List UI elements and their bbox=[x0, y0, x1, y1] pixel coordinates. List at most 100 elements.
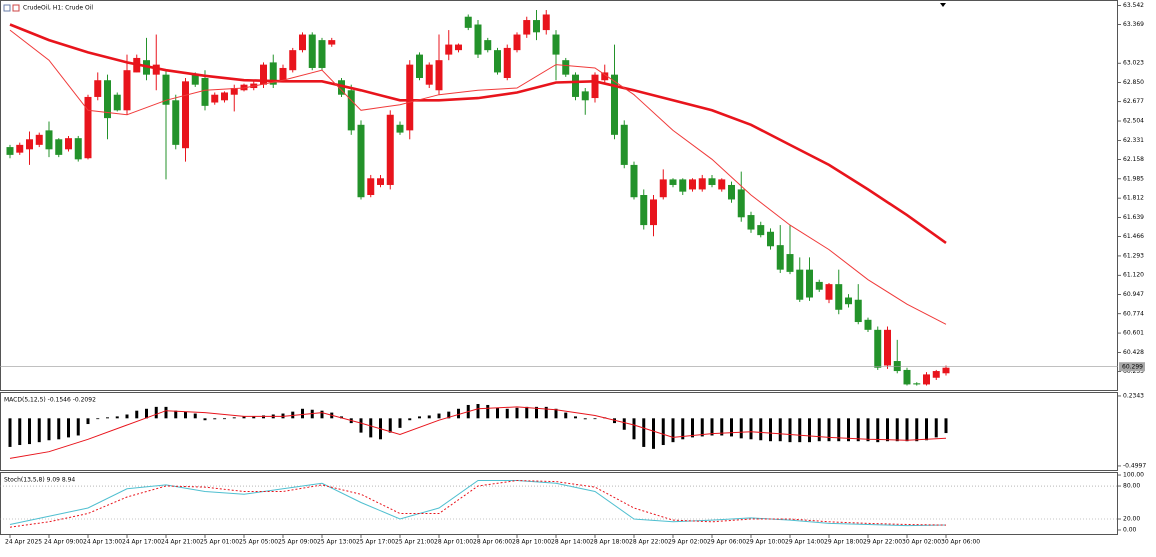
macd-bar bbox=[252, 416, 256, 419]
candle-body bbox=[650, 199, 657, 226]
candle-body bbox=[26, 139, 33, 150]
candle-body bbox=[299, 34, 306, 51]
y-tick-label: 62.504 bbox=[1123, 118, 1144, 125]
macd-bar bbox=[564, 412, 568, 419]
macd-bar bbox=[788, 418, 792, 443]
candle-body bbox=[747, 215, 755, 230]
candle-body bbox=[474, 24, 482, 55]
candle-body bbox=[367, 178, 375, 195]
candle-body bbox=[728, 184, 735, 200]
candle-body bbox=[669, 179, 677, 185]
indicator-line bbox=[9, 480, 947, 527]
shift-marker bbox=[940, 3, 946, 7]
macd-bar bbox=[135, 410, 139, 419]
candle-body bbox=[94, 80, 102, 97]
main-pane-frame bbox=[0, 0, 1118, 391]
candle-body bbox=[396, 124, 404, 133]
candle-body bbox=[152, 64, 160, 75]
macd-bar bbox=[106, 417, 109, 419]
macd-bar bbox=[749, 418, 753, 440]
macd-bar bbox=[96, 418, 100, 420]
candle-body bbox=[601, 72, 609, 81]
macd-bar bbox=[593, 418, 597, 420]
macd-bar bbox=[866, 418, 870, 442]
candle-body bbox=[240, 84, 248, 91]
candle-body bbox=[162, 74, 170, 105]
candle-body bbox=[825, 284, 833, 300]
candle-body bbox=[835, 284, 843, 310]
pane-title: CrudeOil, H1: Crude Oil bbox=[23, 5, 93, 12]
candle-body bbox=[718, 179, 726, 190]
candle-body bbox=[679, 179, 687, 192]
macd-bar bbox=[642, 418, 646, 447]
macd-bar bbox=[145, 408, 148, 419]
macd-bar bbox=[193, 413, 197, 419]
chart-icon[interactable] bbox=[12, 4, 20, 12]
y-tick-label: 60.774 bbox=[1123, 310, 1144, 317]
macd-bar bbox=[798, 418, 802, 443]
candle-body bbox=[84, 96, 92, 159]
y-tick-label: -0.4997 bbox=[1123, 462, 1146, 469]
macd-bar bbox=[808, 418, 811, 443]
x-tick-label: 24 Apr 17:00 bbox=[122, 539, 161, 546]
macd-bar bbox=[154, 406, 158, 419]
last-price-label: 60.299 bbox=[1122, 364, 1143, 371]
macd-bar bbox=[232, 417, 236, 419]
candle-body bbox=[581, 91, 589, 101]
macd-bar bbox=[710, 418, 714, 436]
x-tick-label: 25 Apr 09:00 bbox=[278, 539, 317, 546]
candle-body bbox=[796, 269, 804, 300]
x-tick-label: 25 Apr 13:00 bbox=[317, 539, 356, 546]
candle-body bbox=[201, 78, 209, 106]
macd-bar bbox=[223, 418, 226, 420]
macd-bar bbox=[652, 418, 655, 449]
candle-body bbox=[406, 64, 414, 131]
candle-body bbox=[552, 34, 560, 55]
x-tick-label: 29 Apr 18:00 bbox=[824, 539, 863, 546]
macd-bar bbox=[554, 408, 558, 419]
candle-body bbox=[806, 269, 813, 298]
candle-body bbox=[318, 40, 326, 68]
y-tick-label: 61.812 bbox=[1123, 195, 1144, 202]
macd-bar bbox=[915, 418, 919, 442]
y-tick-label: 61.120 bbox=[1123, 272, 1144, 279]
candle-body bbox=[230, 88, 238, 95]
candle-body bbox=[435, 60, 443, 91]
x-tick-label: 29 Apr 10:00 bbox=[746, 539, 785, 546]
candle-body bbox=[377, 178, 384, 185]
macd-bar bbox=[203, 418, 207, 421]
indicator-line bbox=[9, 29, 947, 325]
x-tick-label: 30 Apr 06:00 bbox=[941, 539, 980, 546]
macd-bar bbox=[759, 418, 763, 441]
y-tick-label: 60.428 bbox=[1123, 349, 1144, 356]
macd-bar bbox=[632, 418, 636, 440]
macd-bar bbox=[47, 418, 51, 441]
x-tick-label: 25 Apr 05:00 bbox=[239, 539, 278, 546]
x-tick-label: 28 Apr 22:00 bbox=[629, 539, 668, 546]
candle-body bbox=[737, 189, 745, 218]
macd-bar bbox=[320, 410, 324, 419]
y-tick-label: 20.00 bbox=[1123, 516, 1140, 523]
candle-body bbox=[347, 90, 355, 131]
macd-bar bbox=[437, 413, 441, 419]
y-tick-label: 62.158 bbox=[1123, 156, 1144, 163]
y-tick-label: 60.255 bbox=[1123, 368, 1144, 375]
macd-bar bbox=[827, 418, 831, 442]
x-tick-label: 28 Apr 18:00 bbox=[590, 539, 629, 546]
candle-body bbox=[591, 74, 599, 99]
candle-body bbox=[338, 80, 345, 95]
macd-bar bbox=[398, 418, 402, 428]
macd-bar bbox=[486, 404, 490, 419]
macd-bar bbox=[895, 418, 899, 442]
menu-icon[interactable] bbox=[3, 4, 11, 12]
macd-bar bbox=[18, 418, 22, 446]
candle-body bbox=[903, 369, 911, 385]
y-tick-label: 63.542 bbox=[1123, 2, 1144, 9]
candle-body bbox=[74, 138, 82, 160]
macd-bar bbox=[778, 418, 782, 442]
macd-bar bbox=[739, 418, 743, 439]
macd-bar bbox=[661, 418, 665, 446]
candle-body bbox=[776, 245, 784, 270]
candle-body bbox=[416, 54, 423, 78]
